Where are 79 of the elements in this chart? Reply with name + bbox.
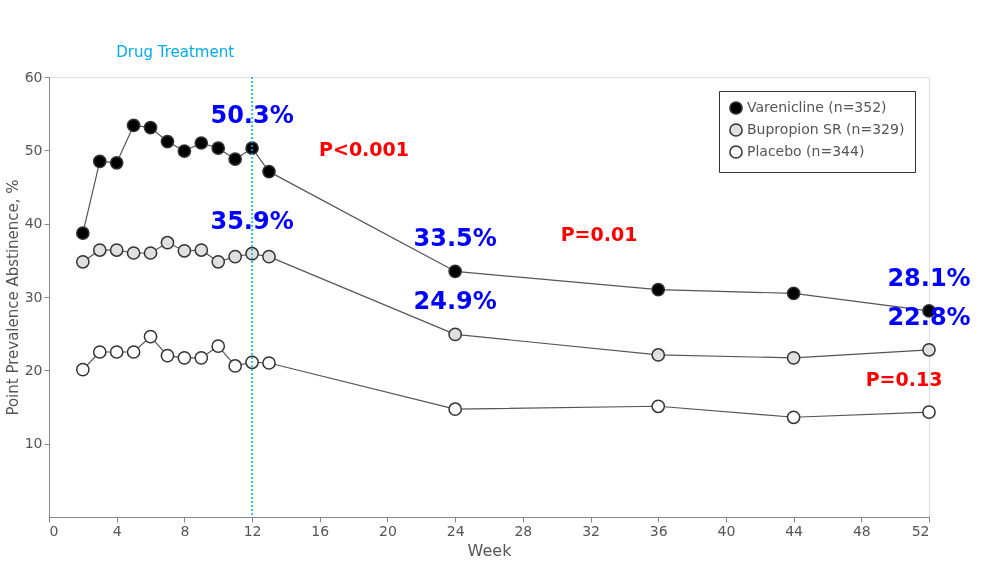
point — [228, 152, 243, 166]
point — [262, 356, 276, 370]
x-tick-label: 52 — [911, 522, 930, 539]
point — [75, 362, 90, 377]
x-tick-label: 40 — [717, 522, 736, 539]
point — [922, 405, 936, 419]
x-tick-label: 48 — [852, 522, 871, 539]
point — [651, 348, 666, 362]
point — [177, 144, 192, 158]
point — [177, 243, 192, 258]
point — [651, 282, 666, 297]
y-tick-label: 20 — [24, 361, 43, 378]
annotation: 22.8% — [887, 302, 971, 331]
x-tick-label: 24 — [446, 522, 465, 539]
point — [448, 264, 463, 279]
point — [92, 345, 107, 359]
y-tick-label: 10 — [24, 435, 43, 452]
legend-label: Varenicline (n=352) — [747, 99, 887, 115]
ref-line-label: Drug Treatment — [116, 43, 235, 61]
point — [194, 136, 209, 150]
x-tick-label: 8 — [180, 522, 190, 539]
y-axis-title: Point Prevalence Abstinence, % — [3, 179, 22, 416]
point — [92, 154, 107, 169]
x-tick-label: 36 — [649, 522, 668, 539]
point — [126, 345, 141, 359]
y-tick-label: 30 — [24, 288, 43, 305]
x-tick-label: 0 — [49, 522, 59, 539]
point — [109, 243, 124, 257]
annotation: 50.3% — [210, 101, 294, 130]
point — [211, 141, 226, 155]
x-tick-label: 32 — [582, 522, 600, 539]
point — [448, 402, 463, 417]
y-tick-label: 60 — [24, 68, 43, 85]
point — [651, 399, 666, 414]
point — [143, 329, 158, 344]
annotation: 35.9% — [210, 206, 294, 235]
x-tick-label: 12 — [243, 522, 262, 539]
x-tick-label: 20 — [379, 522, 397, 539]
point — [922, 342, 936, 357]
point — [262, 249, 276, 264]
annotation: 33.5% — [413, 224, 497, 253]
y-tick-label: 40 — [24, 215, 43, 232]
point — [228, 249, 243, 264]
point — [109, 155, 124, 170]
point — [126, 246, 141, 260]
x-tick-label: 28 — [514, 522, 533, 539]
annotation: 24.9% — [413, 287, 497, 316]
annotation: 28.1% — [887, 263, 971, 292]
annotation: P=0.13 — [865, 368, 943, 390]
point — [194, 351, 209, 365]
point — [143, 246, 158, 260]
point — [75, 226, 90, 241]
point — [448, 327, 463, 342]
point — [92, 243, 107, 257]
point — [194, 243, 209, 257]
point — [786, 351, 801, 365]
x-axis-title: Week — [467, 540, 513, 560]
point — [160, 348, 175, 363]
x-tick-label: 4 — [112, 522, 122, 539]
point — [75, 254, 90, 269]
annotation: P=0.01 — [560, 223, 638, 245]
point — [211, 339, 226, 353]
legend-label: Bupropion SR (n=329) — [747, 121, 905, 137]
point — [786, 286, 801, 301]
point — [126, 118, 141, 133]
point — [211, 254, 226, 269]
x-tick-label: 16 — [311, 522, 330, 539]
point — [109, 345, 124, 359]
x-tick-label: 44 — [785, 522, 804, 539]
annotation: P<0.001 — [319, 138, 409, 160]
y-tick-label: 50 — [24, 141, 43, 158]
point — [228, 359, 243, 373]
point — [262, 164, 276, 179]
point — [160, 134, 175, 149]
point — [786, 410, 801, 425]
legend-label: Placebo (n=344) — [747, 143, 865, 159]
point — [143, 120, 158, 135]
point — [160, 235, 175, 250]
point — [177, 351, 192, 365]
